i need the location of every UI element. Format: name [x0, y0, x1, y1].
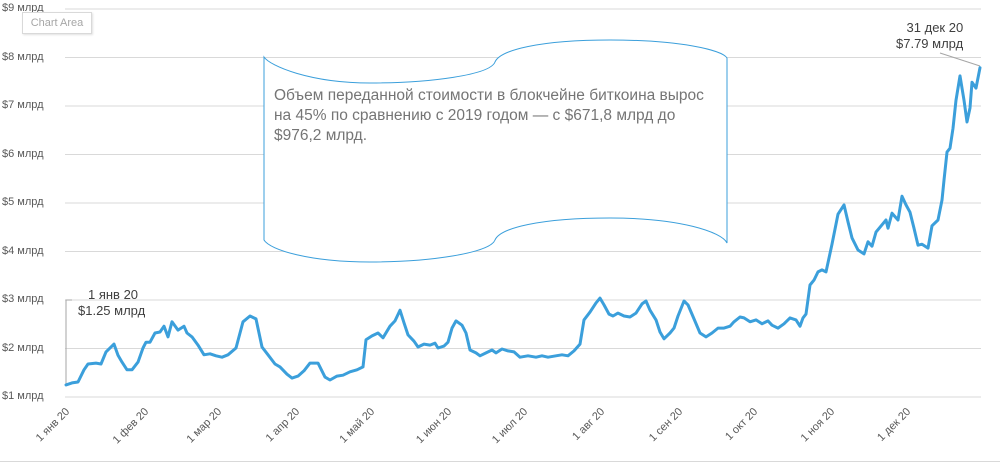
start-data-label[interactable]: 1 янв 20 $1.25 млрд	[78, 287, 145, 319]
y-tick-label: $7 млрд	[2, 99, 44, 111]
end-date-label: 31 дек 20	[906, 20, 964, 35]
chart-area-tooltip: Chart Area	[22, 12, 92, 34]
series-line	[64, 66, 982, 387]
y-tick-label: $5 млрд	[2, 196, 44, 208]
y-tick-label: $2 млрд	[2, 341, 44, 354]
end-data-label[interactable]: 31 дек 20 $7.79 млрд	[896, 20, 963, 52]
end-leader-line	[939, 52, 981, 67]
start-date-label: 1 янв 20	[88, 287, 139, 302]
y-tick-label: $4 млрд	[2, 244, 44, 257]
y-tick-label: $9 млрд	[2, 2, 44, 14]
end-value-label: $7.79 млрд	[896, 36, 964, 51]
callout-border	[263, 39, 728, 263]
y-tick-label: $3 млрд	[2, 293, 44, 305]
bottom-border	[0, 461, 1000, 462]
start-leader-line	[65, 299, 72, 384]
leader-lines	[65, 52, 981, 384]
start-value-label: $1.25 млрд	[78, 303, 146, 318]
callout-text[interactable]: Объем переданной стоимости в блокчейне б…	[274, 87, 704, 144]
callout-scroll-shape	[263, 39, 728, 263]
y-tick-label: $1 млрд	[2, 390, 44, 402]
y-tick-label: $8 млрд	[2, 50, 44, 63]
y-tick-label: $6 млрд	[2, 147, 44, 160]
